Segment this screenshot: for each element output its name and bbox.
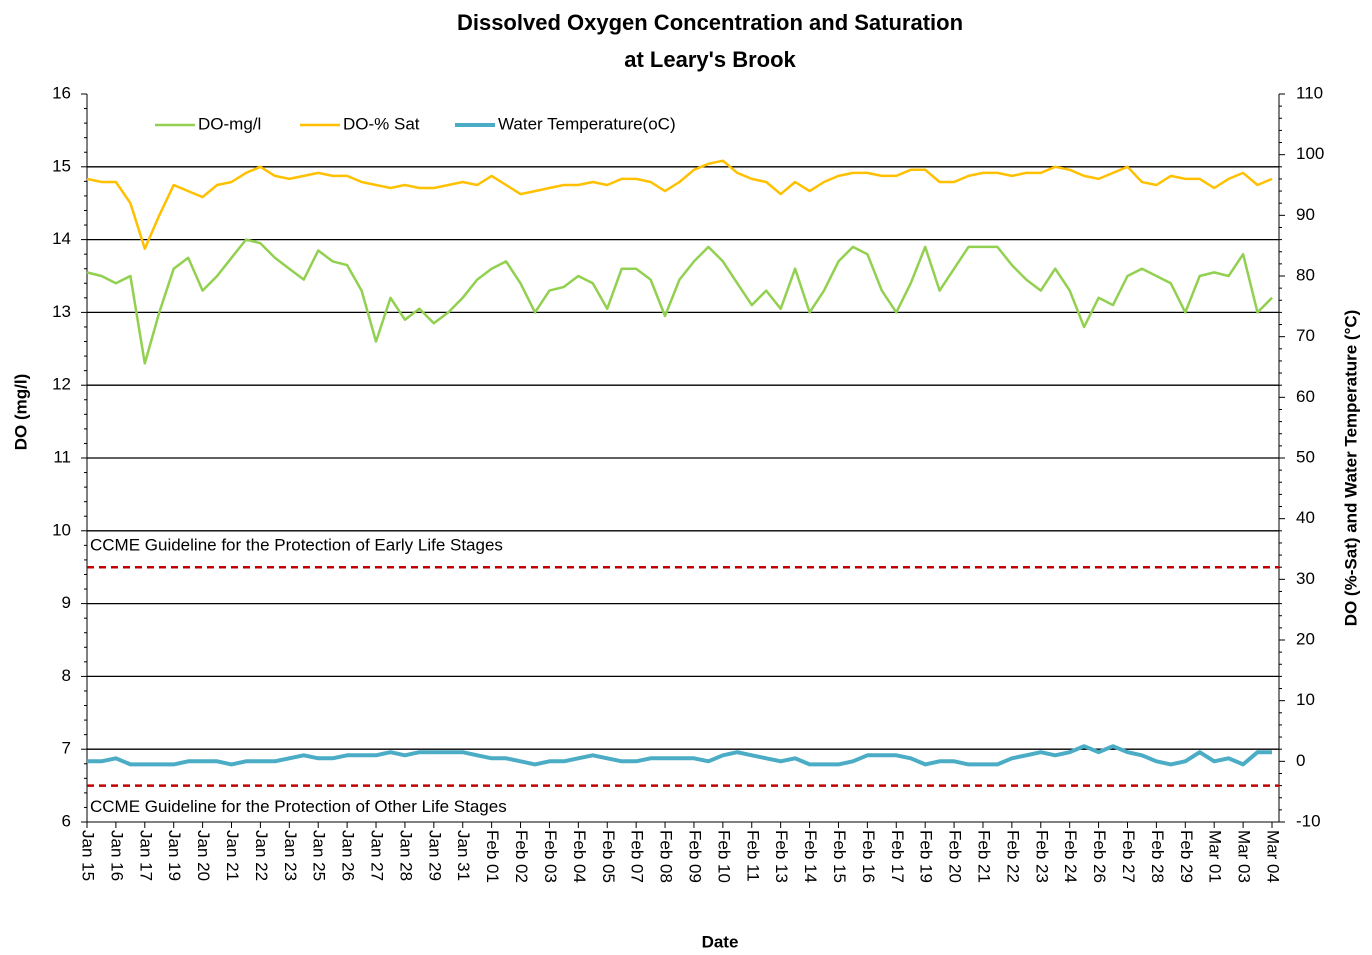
x-tick-label: Feb 27 — [1119, 830, 1138, 883]
y-tick-label: 10 — [52, 520, 71, 539]
chart-subtitle: at Leary's Brook — [624, 47, 796, 72]
x-tick-label: Feb 14 — [801, 830, 820, 883]
x-tick-label: Feb 16 — [859, 830, 878, 883]
y2-tick-label: 0 — [1296, 751, 1305, 770]
x-tick-label: Feb 24 — [1061, 830, 1080, 883]
y2-tick-label: 40 — [1296, 508, 1315, 527]
chart-title: Dissolved Oxygen Concentration and Satur… — [457, 10, 963, 35]
x-tick-label: Feb 20 — [946, 830, 965, 883]
y2-tick-label: 60 — [1296, 387, 1315, 406]
x-tick-label: Feb 21 — [974, 830, 993, 883]
x-tick-label: Jan 17 — [136, 830, 155, 881]
y-tick-label: 6 — [62, 811, 71, 830]
y-tick-label: 11 — [53, 447, 71, 466]
x-tick-label: Feb 04 — [570, 830, 589, 883]
legend-label: DO-mg/l — [198, 114, 261, 133]
x-tick-label: Feb 15 — [830, 830, 849, 883]
x-tick-label: Jan 29 — [425, 830, 444, 881]
x-tick-label: Jan 21 — [223, 830, 242, 881]
y-tick-label: 14 — [52, 229, 71, 248]
y-tick-label: 15 — [52, 156, 71, 175]
x-tick-label: Mar 04 — [1264, 830, 1283, 883]
y-tick-label: 16 — [52, 83, 71, 102]
x-tick-label: Feb 19 — [917, 830, 936, 883]
x-tick-label: Feb 17 — [888, 830, 907, 883]
y-tick-label: 8 — [62, 666, 71, 685]
y2-tick-label: 90 — [1296, 205, 1315, 224]
x-tick-label: Feb 07 — [628, 830, 647, 883]
y2-tick-label: 100 — [1296, 144, 1324, 163]
data-line — [87, 744, 1272, 767]
x-tick-label: Jan 25 — [310, 830, 329, 881]
y2-axis-title: DO (%-Sat) and Water Temperature (°C) — [1341, 310, 1360, 627]
x-tick-label: Feb 05 — [599, 830, 618, 883]
x-tick-label: Feb 22 — [1003, 830, 1022, 883]
x-tick-label: Feb 10 — [714, 830, 733, 883]
x-tick-label: Jan 27 — [368, 830, 387, 881]
y2-tick-label: 50 — [1296, 447, 1315, 466]
y-tick-label: 13 — [52, 302, 71, 321]
x-tick-label: Feb 03 — [541, 830, 560, 883]
x-tick-label: Feb 09 — [685, 830, 704, 883]
data-line — [86, 159, 1273, 250]
x-tick-label: Feb 28 — [1148, 830, 1167, 883]
y2-tick-label: -10 — [1296, 811, 1321, 830]
y-axis-title: DO (mg/l) — [11, 374, 30, 451]
x-tick-label: Feb 23 — [1032, 830, 1051, 883]
x-tick-label: Jan 15 — [79, 830, 98, 881]
y-tick-label: 12 — [52, 375, 71, 394]
x-tick-label: Jan 23 — [281, 830, 300, 881]
x-tick-label: Feb 29 — [1177, 830, 1196, 883]
x-tick-label: Feb 08 — [657, 830, 676, 883]
y-tick-label: 7 — [62, 739, 71, 758]
x-tick-label: Jan 19 — [165, 830, 184, 881]
x-axis-title: Date — [702, 932, 739, 951]
y2-tick-label: 30 — [1296, 569, 1315, 588]
x-tick-label: Jan 28 — [396, 830, 415, 881]
x-tick-label: Feb 13 — [772, 830, 791, 883]
y2-tick-label: 20 — [1296, 629, 1315, 648]
x-tick-label: Feb 11 — [743, 830, 762, 882]
x-tick-label: Jan 20 — [194, 830, 213, 881]
y2-tick-label: 70 — [1296, 326, 1315, 345]
x-tick-label: Jan 31 — [454, 830, 473, 881]
legend-label: DO-% Sat — [343, 114, 420, 133]
x-tick-label: Jan 16 — [107, 830, 126, 881]
x-tick-label: Feb 01 — [483, 830, 502, 883]
y2-tick-label: 110 — [1296, 83, 1323, 102]
reference-label: CCME Guideline for the Protection of Ear… — [90, 536, 503, 555]
y-tick-label: 9 — [62, 593, 71, 612]
y2-tick-label: 80 — [1296, 265, 1315, 284]
data-line — [86, 238, 1273, 365]
x-tick-label: Feb 02 — [512, 830, 531, 883]
y2-tick-label: 10 — [1296, 690, 1315, 709]
reference-label: CCME Guideline for the Protection of Oth… — [90, 797, 507, 816]
x-tick-label: Feb 26 — [1090, 830, 1109, 883]
x-tick-label: Mar 01 — [1206, 830, 1225, 883]
legend-label: Water Temperature(oC) — [498, 114, 676, 133]
x-tick-label: Jan 22 — [252, 830, 271, 881]
x-tick-label: Mar 03 — [1235, 830, 1254, 883]
x-tick-label: Jan 26 — [339, 830, 358, 881]
